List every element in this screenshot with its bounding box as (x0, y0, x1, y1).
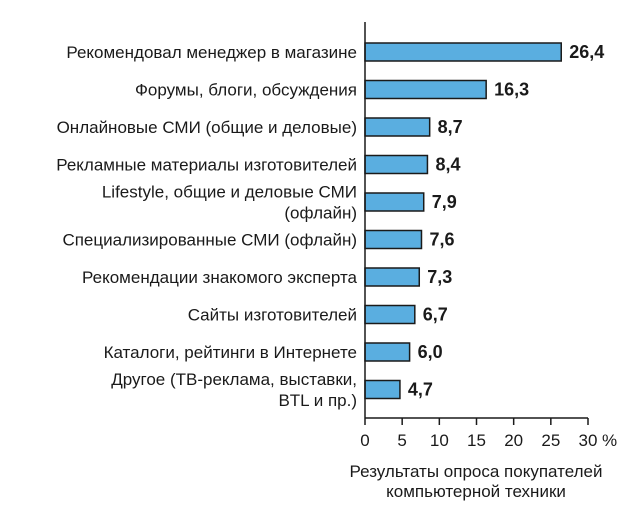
value-label: 7,9 (432, 192, 457, 212)
bar (364, 342, 411, 362)
category-label: Онлайновые СМИ (общие и деловые) (57, 118, 357, 137)
x-tick-label: 5 (397, 431, 406, 450)
category-label: Специализированные СМИ (офлайн) (62, 231, 357, 250)
bars (364, 42, 562, 400)
category-label: Рекомендации знакомого эксперта (82, 268, 357, 287)
category-label: Рекомендовал менеджер в магазине (66, 43, 357, 62)
bar (364, 79, 487, 100)
category-label: Каталоги, рейтинги в Интернете (104, 343, 357, 362)
x-axis-title-line: компьютерной техники (386, 482, 566, 501)
bar (364, 192, 425, 212)
x-axis-unit: % (602, 431, 617, 450)
value-label: 6,0 (418, 342, 443, 362)
value-label: 7,3 (427, 267, 452, 287)
category-label: (офлайн) (284, 204, 357, 223)
x-axis-ticks: 0 5 10 15 20 25 30% (360, 418, 617, 450)
category-label: Форумы, блоги, обсуждения (135, 81, 357, 100)
value-label: 7,6 (429, 230, 454, 250)
bar (364, 117, 431, 137)
category-label: Рекламные материалы изготовителей (56, 156, 357, 175)
bar (364, 42, 562, 62)
x-tick-label: 0 (360, 431, 369, 450)
category-label: Lifestyle, общие и деловые СМИ (102, 183, 357, 202)
value-labels: 26,4 16,3 8,7 8,4 7,9 7,6 7,3 6,7 6,0 4,7 (408, 42, 604, 400)
x-axis-title: Результаты опроса покупателейкомпьютерно… (350, 462, 603, 501)
category-label: Другое (ТВ-реклама, выставки, (111, 370, 357, 389)
x-tick-label: 25 (541, 431, 560, 450)
value-label: 8,7 (438, 117, 463, 137)
x-tick-label: 30 (579, 431, 598, 450)
x-tick-label: 15 (467, 431, 486, 450)
value-label: 8,4 (435, 155, 460, 175)
category-label: Сайты изготовителей (188, 306, 357, 325)
x-tick-label: 10 (430, 431, 449, 450)
bar (364, 304, 416, 325)
value-label: 26,4 (569, 42, 604, 62)
value-label: 4,7 (408, 380, 433, 400)
bar (364, 229, 423, 250)
x-tick-label: 20 (504, 431, 523, 450)
value-label: 16,3 (494, 80, 529, 100)
x-axis-title-line: Результаты опроса покупателей (350, 462, 603, 481)
bar (364, 267, 421, 287)
bar (364, 154, 429, 175)
category-label: BTL и пр.) (278, 391, 357, 410)
category-labels: Рекомендовал менеджер в магазине Форумы, … (56, 43, 357, 410)
bar (364, 379, 401, 400)
value-label: 6,7 (423, 305, 448, 325)
